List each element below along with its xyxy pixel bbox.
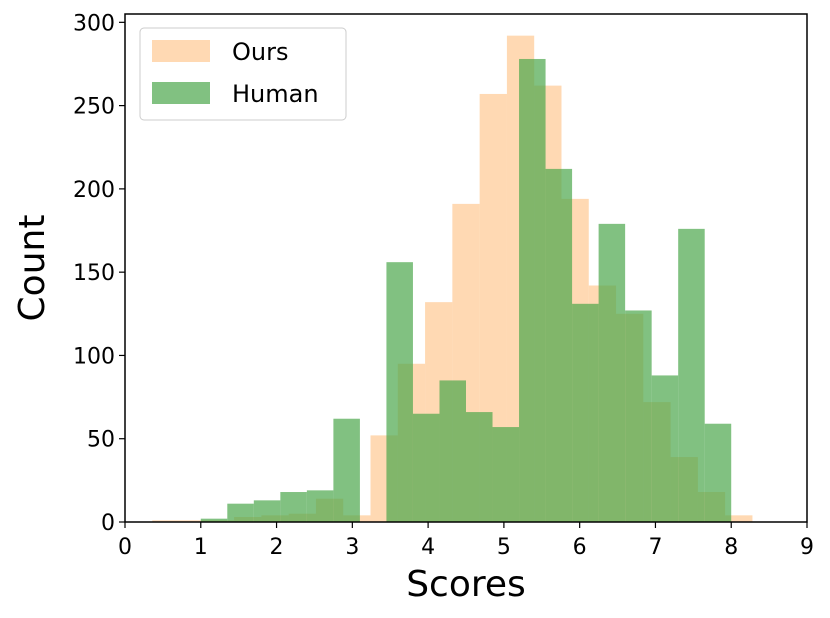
y-tick-label-4: 200 bbox=[73, 178, 115, 203]
bar-human-10 bbox=[466, 412, 493, 522]
bar-human-15 bbox=[598, 223, 626, 523]
bar-ours-1 bbox=[179, 520, 207, 522]
legend-label-human: Human bbox=[232, 80, 319, 108]
bar-human-17 bbox=[651, 375, 679, 522]
bar-human-11 bbox=[492, 427, 520, 522]
bar-human-16 bbox=[625, 310, 652, 522]
legend-swatch-human bbox=[152, 82, 210, 104]
bar-human-5 bbox=[333, 418, 360, 522]
series-human-bars bbox=[200, 58, 732, 523]
y-tick-label-5: 250 bbox=[73, 95, 115, 120]
plot-frame bbox=[124, 13, 808, 523]
legend-swatch-ours bbox=[152, 40, 210, 62]
bar-human-13 bbox=[545, 168, 573, 522]
legend: Ours Human bbox=[139, 27, 347, 121]
bar-human-18 bbox=[678, 228, 705, 523]
y-tick-label-3: 150 bbox=[73, 261, 115, 286]
bar-human-14 bbox=[572, 303, 599, 522]
x-axis-label: Scores bbox=[406, 564, 526, 605]
x-tick-label-7: 7 bbox=[648, 535, 662, 560]
x-tick-label-2: 2 bbox=[270, 535, 284, 560]
bar-human-9 bbox=[439, 380, 466, 522]
bar-ours-21 bbox=[725, 515, 753, 522]
x-tick-label-3: 3 bbox=[345, 535, 359, 560]
bar-human-12 bbox=[519, 58, 546, 522]
x-tick-label-8: 8 bbox=[724, 535, 738, 560]
y-tick-label-0: 0 bbox=[101, 511, 115, 536]
x-tick-label-4: 4 bbox=[421, 535, 435, 560]
y-axis-label: Count bbox=[12, 215, 53, 322]
bar-human-19 bbox=[704, 423, 732, 522]
bar-human-8 bbox=[412, 413, 440, 522]
bar-human-2 bbox=[253, 500, 281, 522]
bar-human-7 bbox=[386, 262, 413, 522]
x-tick-label-9: 9 bbox=[800, 535, 814, 560]
bar-ours-0 bbox=[152, 520, 180, 522]
y-tick-label-2: 100 bbox=[73, 344, 115, 369]
x-axis-ticks: 0 1 2 3 4 5 6 7 8 9 bbox=[118, 522, 814, 560]
bar-human-4 bbox=[306, 490, 334, 522]
bar-human-3 bbox=[280, 492, 307, 522]
y-axis-ticks: 0 50 100 150 200 250 300 bbox=[73, 11, 125, 536]
bar-human-0 bbox=[200, 518, 228, 522]
y-tick-label-1: 50 bbox=[87, 428, 115, 453]
y-tick-label-6: 300 bbox=[73, 11, 115, 36]
legend-label-ours: Ours bbox=[232, 38, 288, 66]
bar-human-1 bbox=[227, 503, 254, 522]
x-tick-label-6: 6 bbox=[573, 535, 587, 560]
x-tick-label-5: 5 bbox=[497, 535, 511, 560]
x-tick-label-1: 1 bbox=[194, 535, 208, 560]
x-tick-label-0: 0 bbox=[118, 535, 132, 560]
